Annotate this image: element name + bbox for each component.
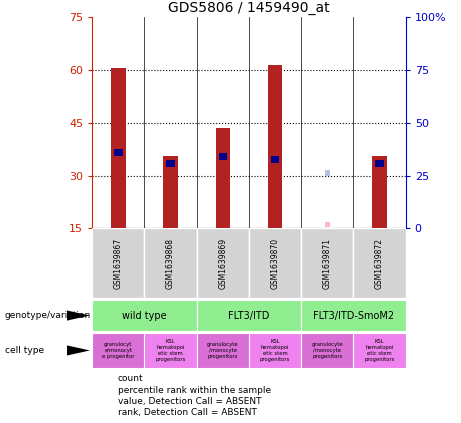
Bar <box>354 228 406 298</box>
Bar <box>249 333 301 368</box>
Text: KSL
hematopoi
etic stem
progenitors: KSL hematopoi etic stem progenitors <box>155 339 186 362</box>
Bar <box>301 300 406 331</box>
Bar <box>197 300 301 331</box>
Text: percentile rank within the sample: percentile rank within the sample <box>118 385 271 395</box>
Bar <box>114 149 123 156</box>
Text: GSM1639870: GSM1639870 <box>271 238 279 289</box>
Text: granulocyt
e/monocyt
e progenitor: granulocyt e/monocyt e progenitor <box>102 342 135 359</box>
Polygon shape <box>67 310 90 321</box>
Text: genotype/variation: genotype/variation <box>5 311 91 320</box>
Bar <box>372 156 387 228</box>
Text: KSL
hematopoi
etic stem
progenitors: KSL hematopoi etic stem progenitors <box>364 339 395 362</box>
Text: GSM1639872: GSM1639872 <box>375 238 384 289</box>
Text: GSM1639867: GSM1639867 <box>114 238 123 289</box>
Text: granulocyte
/monocyte
progenitors: granulocyte /monocyte progenitors <box>312 342 343 359</box>
Bar <box>144 228 197 298</box>
Text: KSL
hematopoi
etic stem
progenitors: KSL hematopoi etic stem progenitors <box>260 339 290 362</box>
Text: GSM1639869: GSM1639869 <box>219 238 227 289</box>
Bar <box>325 170 330 176</box>
Bar <box>354 333 406 368</box>
Bar <box>197 333 249 368</box>
Bar <box>163 156 178 228</box>
Text: cell type: cell type <box>5 346 44 355</box>
Text: rank, Detection Call = ABSENT: rank, Detection Call = ABSENT <box>118 408 256 418</box>
Text: wild type: wild type <box>122 310 167 321</box>
Text: GSM1639868: GSM1639868 <box>166 238 175 289</box>
Bar <box>166 160 175 167</box>
Polygon shape <box>67 345 90 355</box>
Bar <box>301 333 354 368</box>
Text: FLT3/ITD: FLT3/ITD <box>228 310 270 321</box>
Text: GSM1639871: GSM1639871 <box>323 238 332 289</box>
Bar <box>271 156 279 163</box>
Text: count: count <box>118 374 143 383</box>
Bar <box>92 300 197 331</box>
Bar <box>144 333 197 368</box>
Bar <box>215 128 230 228</box>
Bar <box>268 65 283 228</box>
Bar <box>375 160 384 167</box>
Bar <box>301 228 354 298</box>
Text: value, Detection Call = ABSENT: value, Detection Call = ABSENT <box>118 397 261 406</box>
Bar <box>92 228 144 298</box>
Bar <box>325 222 330 228</box>
Bar <box>111 68 126 228</box>
Title: GDS5806 / 1459490_at: GDS5806 / 1459490_at <box>168 0 330 14</box>
Bar <box>197 228 249 298</box>
Bar <box>219 153 227 160</box>
Text: granulocyte
/monocyte
progenitors: granulocyte /monocyte progenitors <box>207 342 239 359</box>
Text: FLT3/ITD-SmoM2: FLT3/ITD-SmoM2 <box>313 310 394 321</box>
Bar <box>92 333 144 368</box>
Bar <box>249 228 301 298</box>
